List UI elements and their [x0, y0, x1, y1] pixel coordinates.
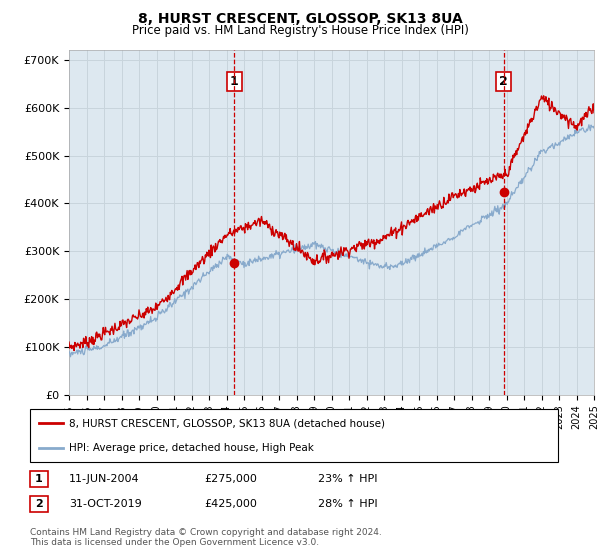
Text: 8, HURST CRESCENT, GLOSSOP, SK13 8UA (detached house): 8, HURST CRESCENT, GLOSSOP, SK13 8UA (de…: [69, 418, 385, 428]
Text: 31-OCT-2019: 31-OCT-2019: [69, 499, 142, 509]
Text: 11-JUN-2004: 11-JUN-2004: [69, 474, 140, 484]
Text: 28% ↑ HPI: 28% ↑ HPI: [318, 499, 377, 509]
Text: 2: 2: [499, 75, 508, 88]
Text: 8, HURST CRESCENT, GLOSSOP, SK13 8UA: 8, HURST CRESCENT, GLOSSOP, SK13 8UA: [137, 12, 463, 26]
Text: 1: 1: [35, 474, 43, 484]
Text: 1: 1: [230, 75, 239, 88]
Text: HPI: Average price, detached house, High Peak: HPI: Average price, detached house, High…: [69, 442, 314, 452]
Text: Price paid vs. HM Land Registry's House Price Index (HPI): Price paid vs. HM Land Registry's House …: [131, 24, 469, 36]
Text: 23% ↑ HPI: 23% ↑ HPI: [318, 474, 377, 484]
Text: £275,000: £275,000: [204, 474, 257, 484]
Text: Contains HM Land Registry data © Crown copyright and database right 2024.
This d: Contains HM Land Registry data © Crown c…: [30, 528, 382, 547]
Text: £425,000: £425,000: [204, 499, 257, 509]
Text: 2: 2: [35, 499, 43, 509]
